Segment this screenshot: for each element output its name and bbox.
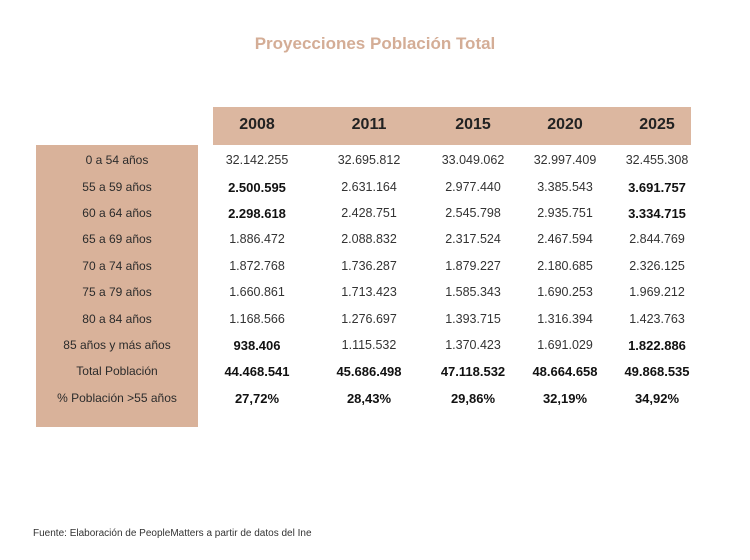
table-cell: 3.691.757 <box>628 180 686 195</box>
table-cell: 1.393.715 <box>445 312 501 326</box>
table-cell: 1.370.423 <box>445 338 501 352</box>
table-cell: 2.317.524 <box>445 232 501 246</box>
table-cell: 1.713.423 <box>341 285 397 299</box>
table-cell: 2.977.440 <box>445 180 501 194</box>
table-cell: 32,19% <box>542 391 588 406</box>
table-cell: 47.118.532 <box>440 364 506 379</box>
table-cell: 2.298.618 <box>228 206 286 221</box>
page-title: Proyecciones Población Total <box>254 34 496 53</box>
table-cell: 34,92% <box>634 391 680 406</box>
table-cell: 2.180.685 <box>537 259 593 273</box>
table-cell: 32.455.308 <box>625 153 689 167</box>
row-label-panel <box>36 145 198 427</box>
row-label: % Población >55 años <box>57 391 177 405</box>
year-header-3: 2020 <box>547 116 583 133</box>
table-cell: 2.088.832 <box>341 232 397 246</box>
table-cell: 938.406 <box>233 338 281 353</box>
table-cell: 32.695.812 <box>337 153 401 167</box>
table-cell: 33.049.062 <box>441 153 505 167</box>
year-header-band <box>213 107 691 145</box>
table-cell: 1.886.472 <box>229 232 285 246</box>
row-label: 65 a 69 años <box>82 232 152 246</box>
table-cell: 49.868.535 <box>624 364 690 379</box>
table-cell: 45.686.498 <box>336 364 402 379</box>
table-cell: 28,43% <box>346 391 392 406</box>
row-label: 85 años y más años <box>63 338 171 352</box>
table-cell: 1.822.886 <box>628 338 686 353</box>
table-cell: 29,86% <box>450 391 496 406</box>
row-label: 75 a 79 años <box>82 285 152 299</box>
table-cell: 2.467.594 <box>537 232 593 246</box>
table-cell: 1.879.227 <box>445 259 501 273</box>
table-cell: 1.691.029 <box>537 338 593 352</box>
row-label: 60 a 64 años <box>82 206 152 220</box>
table-cell: 1.115.532 <box>341 338 397 352</box>
table-cell: 1.168.566 <box>229 312 285 326</box>
table-cell: 2.500.595 <box>228 180 286 195</box>
table-cell: 1.690.253 <box>537 285 593 299</box>
row-label: 55 a 59 años <box>82 180 152 194</box>
source-footnote: Fuente: Elaboración de PeopleMatters a p… <box>33 528 312 539</box>
table-cell: 27,72% <box>234 391 280 406</box>
table-cell: 2.428.751 <box>341 206 397 220</box>
table-cell: 32.142.255 <box>225 153 289 167</box>
table-cell: 1.585.343 <box>445 285 501 299</box>
table-cell: 3.385.543 <box>537 180 593 194</box>
table-cell: 1.316.394 <box>537 312 593 326</box>
row-label: 0 a 54 años <box>85 153 149 167</box>
table-cell: 2.631.164 <box>341 180 397 194</box>
table-cell: 2.545.798 <box>445 206 501 220</box>
table-cell: 2.844.769 <box>629 232 685 246</box>
table-cell: 1.423.763 <box>629 312 685 326</box>
row-label: Total Población <box>76 364 158 378</box>
table-cell: 2.935.751 <box>537 206 593 220</box>
table-cell: 2.326.125 <box>629 259 685 273</box>
table-cell: 32.997.409 <box>533 153 597 167</box>
table-cell: 3.334.715 <box>628 206 686 221</box>
year-header-2: 2015 <box>455 116 491 133</box>
table-cell: 1.660.861 <box>229 285 285 299</box>
table-cell: 1.872.768 <box>229 259 285 273</box>
year-header-1: 2011 <box>351 116 387 133</box>
table-cell: 1.736.287 <box>341 259 397 273</box>
table-cell: 48.664.658 <box>532 364 598 379</box>
table-cell: 44.468.541 <box>224 364 290 379</box>
table-cell: 1.969.212 <box>629 285 685 299</box>
row-label: 70 a 74 años <box>82 259 152 273</box>
year-header-0: 2008 <box>239 116 275 133</box>
table-cell: 1.276.697 <box>341 312 397 326</box>
row-label: 80 a 84 años <box>82 312 152 326</box>
year-header-4: 2025 <box>639 116 675 133</box>
